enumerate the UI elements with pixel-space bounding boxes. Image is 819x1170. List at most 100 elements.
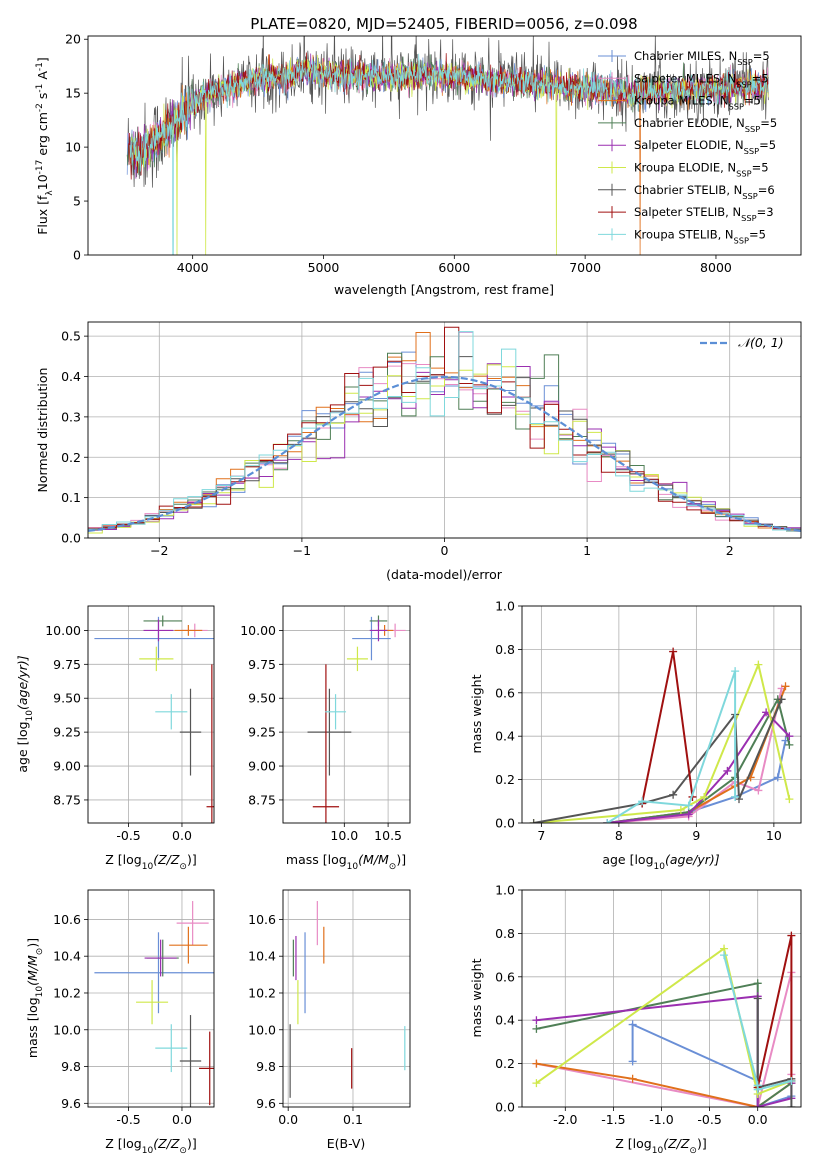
legend-label-8: Kroupa STELIB, NSSP=5: [634, 227, 766, 245]
data-point-6: [179, 688, 202, 776]
x-tick-label: −1: [293, 543, 311, 558]
y-tick-label: 0.2: [495, 1056, 515, 1071]
y-tick-label: 0.8: [495, 926, 515, 941]
data-point-5: [346, 646, 368, 672]
x-tick-label: 8: [615, 828, 623, 843]
y-tick-label: 0.8: [495, 642, 515, 657]
y-tick-label: 0.2: [495, 772, 515, 787]
y-axis-label: mass weight: [469, 958, 484, 1037]
x-tick-label: -1.0: [649, 1112, 673, 1127]
axes-frame: [87, 889, 215, 1108]
weight-marker: [628, 1057, 637, 1066]
mass-vs-Z-panel: -0.5 0.0 9.6 9.8 10.0 10.2 10.4 10.6 Z [log10(Z/…: [25, 889, 215, 1156]
data-point-0: [94, 932, 214, 1014]
weight-marker: [723, 766, 732, 775]
y-tick-label: 10.6: [53, 912, 81, 927]
y-tick-label: 1.0: [495, 883, 515, 898]
weight-series-8: [603, 667, 740, 823]
y-tick-label: 0.4: [495, 1013, 515, 1028]
spectrum-legend: Chabrier MILES, NSSP=5 Salpeter MILES, NS…: [598, 49, 777, 245]
mass-weight-vs-Z-panel: -2.0 -1.5 -1.0 -0.5 0.0 0.0 0.2 0.4 0.6 0.8 1.0 Z […: [469, 883, 802, 1156]
y-tick-label: 0: [73, 248, 81, 263]
y-axis-label: mass weight: [469, 674, 484, 753]
legend-label-7: Salpeter STELIB, NSSP=3: [634, 205, 774, 223]
x-tick-label: 10.0: [330, 828, 358, 843]
weight-marker: [753, 1085, 762, 1094]
y-tick-label: 9.8: [61, 1059, 81, 1074]
y-tick-label: 10.00: [240, 623, 276, 638]
weight-marker: [753, 994, 762, 1003]
weight-marker: [532, 1079, 541, 1088]
weight-marker: [731, 667, 740, 676]
x-tick-label: 1: [583, 543, 591, 558]
x-tick-label: 5000: [308, 260, 340, 275]
weight-marker: [753, 1103, 762, 1107]
mass-weight-vs-age-plot-area: [529, 647, 794, 823]
x-tick-label: -0.5: [116, 828, 140, 843]
y-tick-label: 9.00: [248, 759, 276, 774]
x-tick-label: -0.5: [116, 1112, 140, 1127]
y-tick-label: 1.0: [495, 599, 515, 614]
data-point-8: [155, 1024, 188, 1073]
y-tick-label: 9.75: [53, 657, 81, 672]
weight-marker: [638, 797, 647, 806]
weight-series-4: [532, 992, 796, 1107]
y-tick-label: 9.6: [256, 1096, 276, 1111]
weight-marker: [720, 951, 729, 960]
x-tick-label: 4000: [177, 260, 209, 275]
y-axis-label: Normed distribution: [35, 368, 50, 493]
data-point-4: [143, 619, 174, 642]
weight-marker: [773, 773, 782, 782]
y-tick-label: 9.25: [248, 725, 276, 740]
weight-marker: [753, 979, 762, 988]
mass-weight-vs-age-panel: 7 8 9 10 0.0 0.2 0.4 0.6 0.8 1.0 age [log10(age/yr…: [469, 599, 802, 872]
y-tick-label: 0.6: [495, 969, 515, 984]
legend-gaussian-label: 𝒩(0, 1): [738, 335, 784, 350]
weight-marker: [669, 647, 678, 656]
y-tick-label: 5: [73, 194, 81, 209]
x-tick-label: 0.0: [278, 1112, 298, 1127]
spectrum-line-8: [129, 53, 769, 255]
age-vs-Z-plot-area: [94, 615, 214, 823]
data-point-8: [325, 694, 347, 730]
x-tick-label: -1.5: [601, 1112, 625, 1127]
y-tick-label: 9.75: [248, 657, 276, 672]
x-tick-label: 7: [537, 828, 545, 843]
weight-marker: [669, 790, 678, 799]
y-axis-label: mass [log10(M/M⊙)]: [25, 938, 45, 1058]
x-axis-label: Z [log10(Z/Z⊙)]: [105, 1136, 196, 1156]
weight-series-5: [529, 660, 794, 823]
axes-frame: [87, 605, 215, 824]
weight-marker: [684, 801, 693, 810]
data-point-4: [369, 619, 388, 642]
data-point-5: [136, 980, 169, 1025]
axes-frame: [282, 889, 411, 1108]
data-point-0: [352, 616, 391, 661]
weight-marker: [754, 660, 763, 669]
weight-line: [756, 998, 793, 1107]
y-tick-label: 10.0: [53, 1022, 81, 1037]
histogram-step-8: [88, 331, 801, 532]
gaussian-curve: [88, 375, 801, 532]
weight-marker: [777, 695, 786, 704]
data-point-7: [199, 1031, 214, 1106]
x-tick-label: 6000: [438, 260, 470, 275]
data-point-2: [169, 926, 208, 964]
x-tick-label: 9: [692, 828, 700, 843]
y-tick-label: 10: [65, 140, 81, 155]
data-point-7: [206, 664, 214, 823]
x-axis-label: wavelength [Angstrom, rest frame]: [334, 282, 554, 297]
weight-series-7: [753, 931, 796, 1092]
y-tick-label: 9.25: [53, 725, 81, 740]
legend-label-0: Chabrier MILES, NSSP=5: [634, 49, 770, 67]
weight-line: [536, 995, 793, 1107]
weight-marker: [731, 792, 740, 801]
y-tick-label: 0.1: [61, 490, 81, 505]
y-tick-label: 0.3: [61, 409, 81, 424]
x-axis-label: age [log10(age/yr)]: [602, 852, 719, 872]
y-tick-label: 10.6: [248, 912, 276, 927]
y-tick-label: 8.75: [53, 792, 81, 807]
y-tick-label: 9.8: [256, 1059, 276, 1074]
weight-line: [756, 935, 793, 1088]
